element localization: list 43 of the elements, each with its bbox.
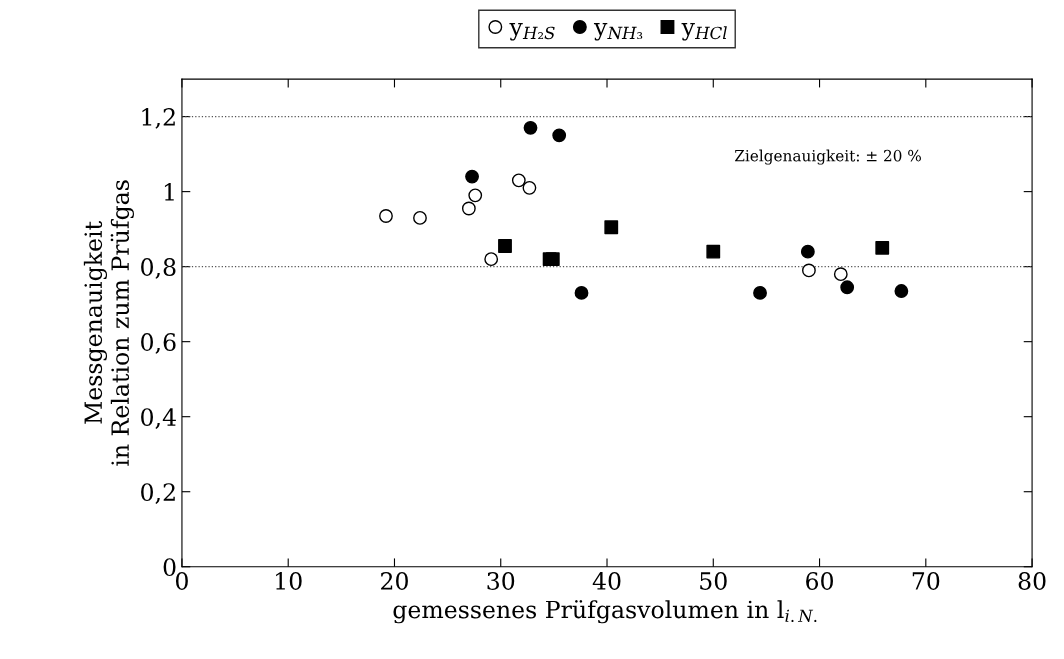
point <box>604 220 619 235</box>
point <box>413 210 427 225</box>
point <box>498 239 512 253</box>
x-tick-label: 70 <box>912 572 940 590</box>
point <box>574 285 589 300</box>
point <box>875 240 890 255</box>
y-tick-label: 1,2 <box>142 108 175 129</box>
y-tick-label: 0,6 <box>141 333 176 354</box>
point <box>894 284 909 298</box>
point <box>706 244 721 259</box>
point <box>461 201 476 216</box>
x-tick-label: 60 <box>806 572 833 590</box>
x-axis-title: gemessenes Prüfgasvolumen in l$_{i.N.}$ <box>393 600 817 624</box>
annotation: Zielgenauigkeit: ± 20 % <box>734 149 921 165</box>
point <box>833 267 848 282</box>
legend-label: y$_{H₂S}$ <box>509 22 555 41</box>
point <box>523 120 538 135</box>
point <box>840 280 855 295</box>
point <box>522 180 537 195</box>
x-tick-label: 80 <box>1018 572 1046 590</box>
legend-label: y$_{NH₃}$ <box>593 22 643 41</box>
point <box>465 169 479 184</box>
point <box>468 188 483 203</box>
point <box>802 263 816 278</box>
y-tick-label: 0,4 <box>141 408 176 429</box>
y-tick-label: 0,2 <box>141 483 175 504</box>
x-tick-label: 10 <box>276 572 302 590</box>
point <box>753 285 767 300</box>
point <box>484 252 499 267</box>
y-tick-label: 0 <box>163 558 176 577</box>
x-tick-label: 30 <box>487 572 515 590</box>
x-tick-label: 0 <box>175 572 188 590</box>
x-tick-label: 50 <box>700 572 727 590</box>
point <box>511 173 526 188</box>
y-tick-label: 0,8 <box>141 258 176 279</box>
x-tick-label: 20 <box>381 572 408 590</box>
point <box>552 128 567 143</box>
legend-label: y$_{HCl}$ <box>681 22 727 41</box>
point <box>379 209 393 223</box>
x-tick-label: 40 <box>592 572 621 590</box>
y-tick-label: 1 <box>164 183 174 201</box>
point <box>800 244 815 259</box>
y-axis-title: Messgenauigkeit in Relation zum Prüfgas <box>83 180 134 466</box>
